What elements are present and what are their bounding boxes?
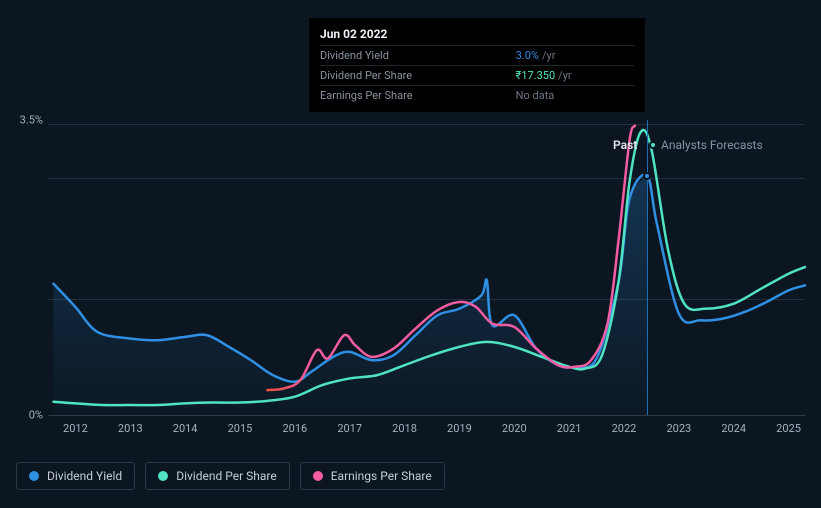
chart-svg [48,120,805,415]
x-tick-label: 2024 [721,422,746,435]
tooltip-table: Dividend Yield 3.0%/yr Dividend Per Shar… [320,45,634,105]
x-tick-label: 2016 [282,422,307,435]
x-tick-label: 2020 [502,422,527,435]
tooltip-date: Jun 02 2022 [320,27,634,45]
x-tick-label: 2021 [557,422,582,435]
legend-item-dividend-yield[interactable]: Dividend Yield [16,462,135,490]
tooltip-row-label: Earnings Per Share [320,86,516,106]
forecast-dot-icon [649,141,657,149]
tooltip-row-label: Dividend Per Share [320,66,516,86]
x-tick-label: 2012 [63,422,88,435]
x-tick-label: 2014 [173,422,198,435]
forecast-label: Analysts Forecasts [661,138,763,152]
legend-item-earnings-per-share[interactable]: Earnings Per Share [300,462,445,490]
legend-label: Dividend Yield [47,469,122,483]
chart-legend: Dividend Yield Dividend Per Share Earnin… [16,462,445,490]
y-tick-label: 3.5% [20,114,43,127]
x-tick-label: 2015 [228,422,253,435]
x-tick-label: 2017 [337,422,362,435]
tooltip-row-value: 3.0%/yr [516,46,634,66]
tooltip-row: Earnings Per Share No data [320,86,634,106]
legend-item-dividend-per-share[interactable]: Dividend Per Share [145,462,290,490]
legend-swatch-icon [313,471,323,481]
tooltip-row: Dividend Yield 3.0%/yr [320,46,634,66]
tooltip-row: Dividend Per Share ₹17.350/yr [320,66,634,86]
x-tick-label: 2018 [392,422,417,435]
tooltip-row-value: ₹17.350/yr [516,66,634,86]
legend-label: Dividend Per Share [176,469,277,483]
x-tick-label: 2025 [776,422,801,435]
legend-swatch-icon [29,471,39,481]
x-tick-label: 2022 [612,422,637,435]
x-tick-label: 2019 [447,422,472,435]
plot-area[interactable]: Past Analysts Forecasts [48,120,805,415]
chart-container: 3.5% 0% Past Analysts Forecasts 2012 2013… [16,100,805,450]
x-tick-label: 2013 [118,422,143,435]
x-tick-label: 2023 [666,422,691,435]
legend-swatch-icon [158,471,168,481]
tooltip-row-label: Dividend Yield [320,46,516,66]
hover-marker-line [647,120,648,415]
hover-dot-icon [643,172,651,180]
chart-tooltip: Jun 02 2022 Dividend Yield 3.0%/yr Divid… [309,18,645,112]
x-axis-line [48,415,805,416]
y-tick-label: 0% [29,409,43,422]
past-label: Past [613,138,637,152]
tooltip-row-value: No data [516,86,634,106]
legend-label: Earnings Per Share [331,469,432,483]
x-axis: 2012 2013 2014 2015 2016 2017 2018 2019 2020 2021… [48,422,805,442]
